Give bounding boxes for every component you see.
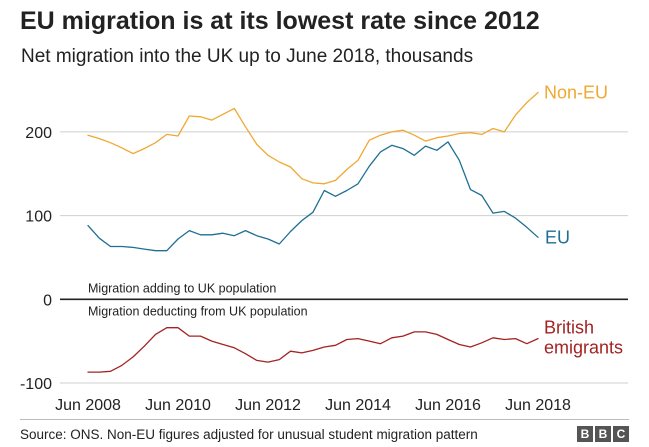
- y-tick-label: 100: [25, 209, 52, 226]
- chart-title: EU migration is at its lowest rate since…: [20, 7, 540, 35]
- x-tick-label: Jun 2014: [325, 397, 391, 414]
- series-lines: [87, 91, 539, 373]
- annotation-deducting: Migration deducting from UK population: [88, 304, 308, 318]
- bbc-logo-block-3: C: [613, 426, 629, 442]
- y-tick-label: 0: [43, 292, 52, 309]
- x-tick-label: Jun 2008: [55, 397, 121, 414]
- series-line-non-eu: [87, 91, 539, 185]
- footer-divider: [20, 419, 629, 420]
- series-label-british-line1: British: [544, 318, 594, 338]
- bbc-logo: B B C: [577, 426, 629, 442]
- x-tick-label: Jun 2012: [235, 397, 301, 414]
- series-line-british-emigrants: [87, 327, 539, 373]
- series-label-non-eu: Non-EU: [544, 83, 608, 103]
- x-tick-label: Jun 2018: [505, 397, 571, 414]
- series-line-eu: [87, 141, 539, 252]
- series-label-eu: EU: [545, 227, 570, 247]
- series-labels: Non-EU EU British emigrants: [544, 83, 623, 358]
- source-note: Source: ONS. Non-EU figures adjusted for…: [20, 427, 478, 442]
- x-tick-label: Jun 2010: [145, 397, 211, 414]
- bbc-logo-block-2: B: [595, 426, 611, 442]
- annotation-adding: Migration adding to UK population: [88, 281, 276, 295]
- bbc-logo-block-1: B: [577, 426, 593, 442]
- x-tick-labels: Jun 2008 Jun 2010 Jun 2012 Jun 2014 Jun 2016…: [55, 397, 571, 414]
- chart-subtitle: Net migration into the UK up to June 201…: [21, 46, 474, 67]
- y-tick-label: 200: [25, 125, 52, 142]
- series-label-british-line2: emigrants: [544, 338, 623, 358]
- zero-line-annotations: Migration adding to UK population Migrat…: [88, 281, 308, 318]
- y-tick-labels: -100 0 100 200: [20, 125, 52, 393]
- grid-layer: [60, 131, 628, 384]
- y-tick-label: -100: [20, 376, 52, 393]
- x-tick-label: Jun 2016: [415, 397, 481, 414]
